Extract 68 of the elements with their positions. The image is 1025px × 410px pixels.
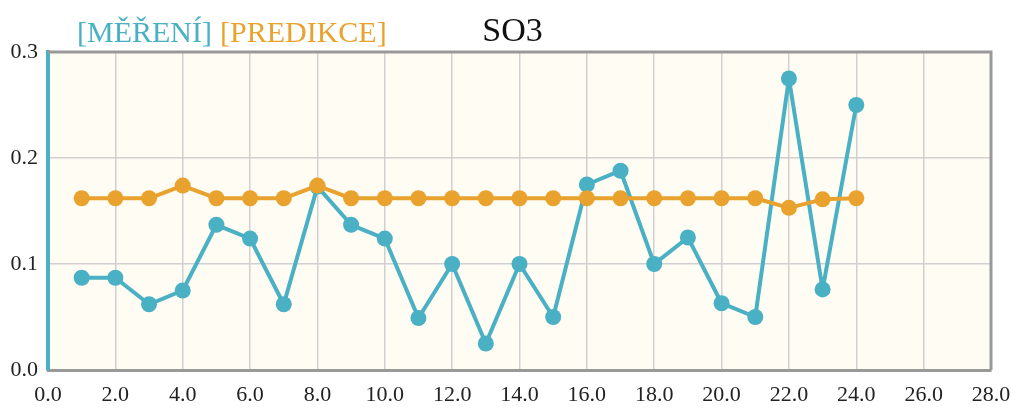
point: [646, 256, 663, 272]
point: [545, 309, 562, 325]
point: [444, 256, 461, 272]
point: [208, 190, 225, 207]
point: [747, 309, 764, 325]
x-tick-label: 8.0: [303, 380, 332, 406]
point: [275, 190, 292, 207]
point: [679, 190, 696, 207]
point: [376, 230, 393, 247]
x-tick-label: 2.0: [101, 380, 130, 406]
x-tick-label: 6.0: [236, 380, 264, 406]
point: [612, 190, 629, 207]
y-tick-label: 0.3: [10, 37, 38, 63]
y-tick-label: 0.2: [10, 143, 38, 169]
point: [73, 190, 90, 207]
text: [MĚŘENÍ]: [77, 15, 212, 49]
point: [646, 190, 663, 207]
point: [107, 190, 124, 207]
point: [477, 190, 494, 207]
point: [174, 177, 191, 194]
point: [511, 256, 528, 272]
point: [208, 216, 225, 233]
chart-title: SO3: [482, 11, 543, 48]
x-tick-label: 28.0: [971, 380, 1011, 406]
x-tick-label: 0.0: [34, 380, 62, 406]
point: [679, 229, 696, 246]
point: [814, 191, 831, 208]
x-tick-label: 12.0: [432, 380, 472, 406]
y-tick-label: 0.1: [10, 249, 38, 275]
text: [PREDIKCE]: [219, 15, 387, 49]
point: [73, 269, 90, 286]
point: [612, 162, 629, 179]
point: [107, 269, 124, 286]
x-tick-label: 14.0: [500, 380, 539, 406]
point: [780, 70, 797, 87]
point: [343, 190, 360, 207]
point: [713, 190, 730, 207]
point: [444, 190, 461, 207]
point: [343, 216, 360, 233]
point: [242, 190, 259, 207]
point: [410, 190, 427, 207]
point: [747, 190, 764, 207]
point: [477, 335, 494, 352]
point: [141, 190, 158, 207]
point: [814, 281, 831, 298]
y-tick-label: 0.0: [10, 355, 38, 381]
x-tick-label: 26.0: [904, 380, 943, 406]
point: [713, 295, 730, 312]
x-tick-label: 20.0: [702, 380, 741, 406]
point: [780, 199, 797, 216]
point: [578, 176, 595, 193]
point: [242, 230, 259, 247]
x-tick-label: 18.0: [634, 380, 674, 406]
x-tick-label: 24.0: [837, 380, 876, 406]
x-tick-label: 4.0: [168, 380, 197, 406]
point: [275, 296, 292, 313]
x-tick-label: 16.0: [567, 380, 607, 406]
point: [174, 282, 191, 299]
point: [848, 190, 865, 207]
point: [545, 190, 562, 207]
x-tick-label: 10.0: [365, 380, 405, 406]
point: [141, 296, 158, 313]
point: [848, 97, 865, 113]
point: [511, 190, 528, 207]
point: [376, 190, 393, 207]
point: [410, 310, 427, 327]
point: [578, 190, 595, 207]
x-tick-label: 22.0: [769, 380, 809, 406]
